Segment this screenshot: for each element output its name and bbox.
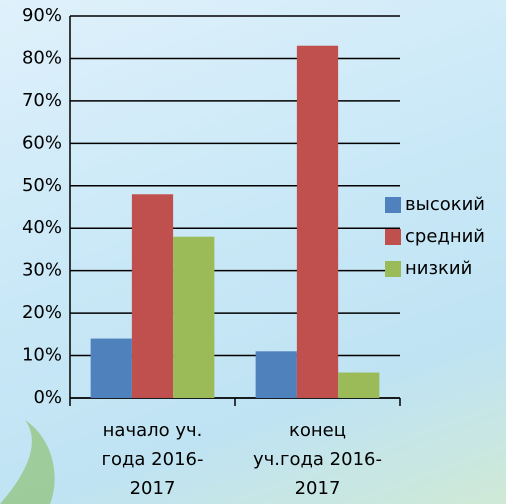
y-tick-label: 40% — [22, 217, 62, 238]
x-tick-label: начало уч. года 2016-2017 — [101, 420, 204, 499]
bar — [131, 194, 174, 398]
legend-label: средний — [405, 226, 485, 247]
y-tick-label: 30% — [22, 260, 62, 281]
legend-label: высокий — [405, 194, 485, 215]
legend-label: низкий — [405, 258, 472, 279]
y-tick-label: 90% — [22, 5, 62, 26]
bar — [90, 338, 132, 398]
y-tick-label: 70% — [22, 90, 62, 111]
y-tick-label: 10% — [22, 345, 62, 366]
y-tick-label: 50% — [22, 175, 62, 196]
leaf-decoration — [0, 420, 55, 504]
legend-swatch — [385, 229, 401, 245]
x-tick-label: конец уч.года 2016-2017 — [253, 420, 382, 499]
legend-swatch — [385, 261, 401, 277]
bar — [173, 236, 215, 398]
y-tick-label: 80% — [22, 47, 62, 68]
bar — [296, 45, 339, 398]
legend-swatch — [385, 197, 401, 213]
y-tick-label: 20% — [22, 302, 62, 323]
y-tick-label: 0% — [33, 387, 62, 408]
bar — [338, 372, 380, 398]
bar — [255, 351, 297, 398]
y-tick-label: 60% — [22, 132, 62, 153]
